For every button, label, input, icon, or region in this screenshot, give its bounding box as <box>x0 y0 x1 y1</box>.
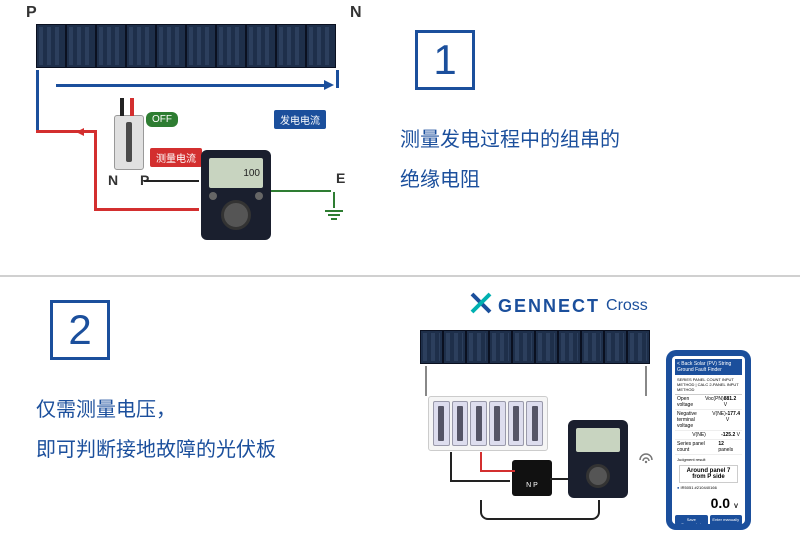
phone-btn-screenshot: Save Screenshot <box>675 515 708 524</box>
meter-dial <box>221 200 251 230</box>
phone-serial: IR5051 #210440166 <box>681 485 717 490</box>
wire-ground <box>271 190 331 192</box>
section-divider <box>0 275 800 277</box>
phone-btn-manual: Enter manually <box>710 515 743 524</box>
phone-screen: < Back Solar (PV) String Ground Fault Fi… <box>672 356 745 524</box>
meter-display: 100 <box>209 158 263 188</box>
lead-to-meter <box>550 478 568 480</box>
probe-black <box>120 98 124 116</box>
phone-big-value: 0.0 <box>711 495 730 511</box>
np-adapter: N P <box>512 460 552 496</box>
wire-red-v <box>94 130 97 210</box>
desc1-line2: 绝缘电阻 <box>400 160 620 200</box>
combiner-box <box>428 396 548 451</box>
phone-judgment: Around panel 7 from P side <box>679 465 738 483</box>
wire-p-down <box>36 70 39 130</box>
smartphone: < Back Solar (PV) String Ground Fault Fi… <box>666 350 751 530</box>
label-n2: N <box>108 172 118 188</box>
gennect-suffix: Cross <box>606 297 648 315</box>
wire-black-meter <box>144 180 199 182</box>
diagram-ground-fault-detection: N P < Back Solar (PV) String Ground Faul… <box>420 330 780 550</box>
meter-2 <box>568 420 628 498</box>
solar-panel-string-2 <box>420 330 650 364</box>
label-n: N <box>350 4 362 22</box>
step-2-box: 2 <box>50 300 110 360</box>
gennect-x-icon <box>470 292 492 320</box>
section-2: 2 仅需测量电压， 即可判断接地故障的光伏板 GENNECT Cross <box>0 280 800 560</box>
step-1-box: 1 <box>415 30 475 90</box>
diagram-insulation-measurement: P N 发电电流 OFF 测量电流 N P 100 <box>36 10 376 260</box>
pv-disconnect-switch <box>114 115 144 170</box>
section-1-description: 测量发电过程中的组串的 绝缘电阻 <box>400 120 620 200</box>
generation-current-arrow <box>56 84 326 87</box>
phone-judgment-label: Judgment result <box>675 455 742 464</box>
tag-gen-current: 发电电流 <box>274 110 326 129</box>
solar-panel-string <box>36 24 336 68</box>
lead-black <box>450 452 510 482</box>
insulation-tester-meter: 100 <box>201 150 271 240</box>
section-1: P N 发电电流 OFF 测量电流 N P 100 <box>0 0 800 270</box>
lead-loop <box>480 500 600 520</box>
ground-symbol <box>324 192 344 222</box>
probe-red <box>130 98 134 116</box>
desc2-line1: 仅需测量电压， <box>36 390 276 430</box>
wireless-icon <box>638 450 654 469</box>
label-p: P <box>26 4 37 22</box>
tag-off: OFF <box>146 112 178 127</box>
label-e: E <box>336 170 345 186</box>
np-label: N P <box>512 460 552 489</box>
step-1-number: 1 <box>433 36 456 84</box>
wire-red-h <box>36 130 96 133</box>
step-2-number: 2 <box>68 306 91 354</box>
tag-meas-current: 测量电流 <box>150 148 202 167</box>
wire-n-down <box>336 70 339 88</box>
arrow-red <box>76 128 84 136</box>
desc2-line2: 即可判断接地故障的光伏板 <box>36 430 276 470</box>
gennect-brand: GENNECT <box>498 296 600 317</box>
desc1-line1: 测量发电过程中的组串的 <box>400 120 620 160</box>
section-2-description: 仅需测量电压， 即可判断接地故障的光伏板 <box>36 390 276 470</box>
gennect-cross-logo: GENNECT Cross <box>470 292 648 320</box>
wire-red-h2 <box>94 208 199 211</box>
meter-2-display <box>576 428 620 452</box>
